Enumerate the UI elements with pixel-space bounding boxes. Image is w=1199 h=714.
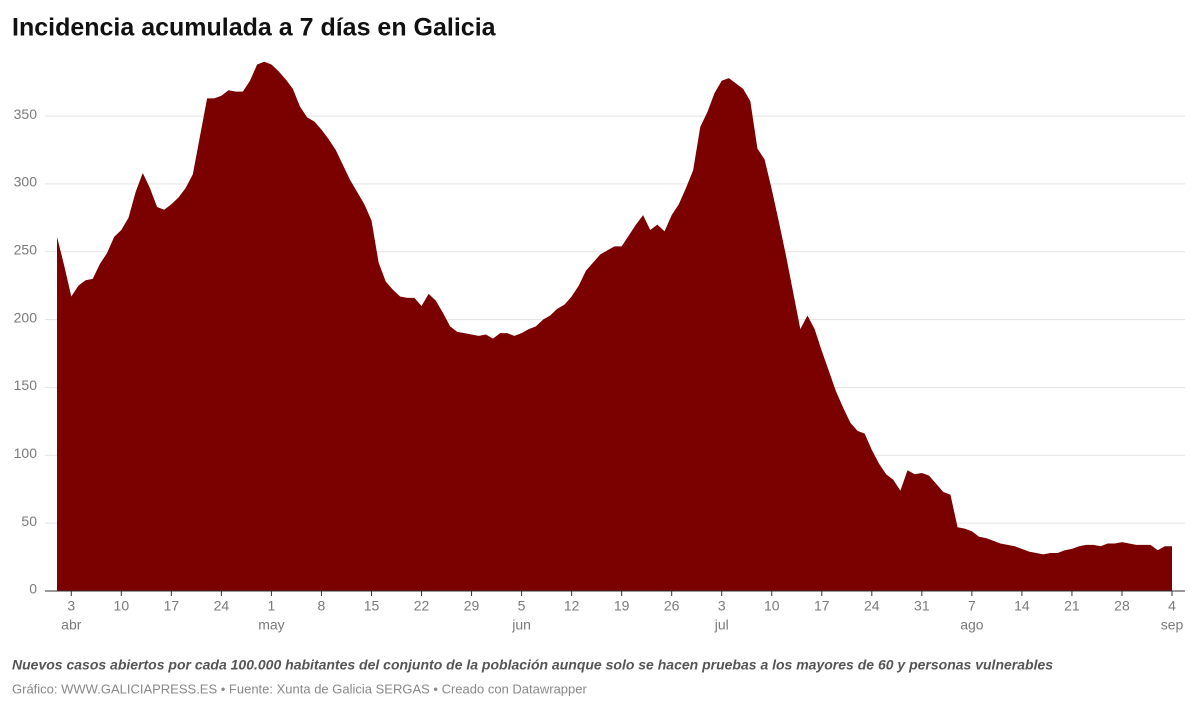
x-tick-label: 24: [214, 598, 230, 614]
x-tick-label: 10: [764, 598, 780, 614]
x-tick-label: 10: [114, 598, 130, 614]
x-tick-label: 4: [1168, 598, 1176, 614]
y-tick-label: 250: [14, 241, 38, 257]
x-tick-label: 29: [464, 598, 480, 614]
x-tick-label: 3: [67, 598, 75, 614]
x-tick-label: 14: [1014, 598, 1030, 614]
y-tick-label: 100: [14, 445, 38, 461]
x-tick-label: 22: [414, 598, 430, 614]
source: Gráfico: WWW.GALICIAPRESS.ES • Fuente: X…: [12, 681, 588, 696]
x-tick-label: 17: [814, 598, 830, 614]
x-tick-label: 7: [968, 598, 976, 614]
subtitle: Nuevos casos abiertos por cada 100.000 h…: [12, 657, 1053, 673]
y-tick-label: 300: [14, 174, 38, 190]
x-month-label: sep: [1161, 617, 1184, 633]
x-tick-label: 19: [614, 598, 630, 614]
x-tick-label: 8: [318, 598, 326, 614]
x-tick-label: 3: [718, 598, 726, 614]
x-tick-label: 17: [164, 598, 180, 614]
x-month-label: abr: [61, 617, 82, 633]
x-tick-label: 26: [664, 598, 680, 614]
x-month-label: ago: [960, 617, 984, 633]
x-tick-label: 24: [864, 598, 880, 614]
chart-title: Incidencia acumulada a 7 días en Galicia: [12, 14, 497, 42]
y-tick-label: 200: [14, 309, 38, 325]
area: [57, 61, 1172, 592]
y-tick-label: 350: [14, 106, 38, 122]
x-month-label: jun: [511, 617, 531, 633]
x-month-label: jul: [714, 617, 729, 633]
x-tick-label: 28: [1114, 598, 1130, 614]
x-tick-label: 31: [914, 598, 930, 614]
y-tick-label: 0: [29, 581, 37, 597]
x-tick-label: 15: [364, 598, 380, 614]
x-tick-label: 12: [564, 598, 580, 614]
x-month-label: may: [258, 617, 284, 633]
y-tick-label: 150: [14, 377, 38, 393]
x-tick-label: 5: [518, 598, 526, 614]
x-tick-label: 1: [268, 598, 276, 614]
x-tick-label: 21: [1064, 598, 1080, 614]
y-tick-label: 50: [21, 513, 37, 529]
